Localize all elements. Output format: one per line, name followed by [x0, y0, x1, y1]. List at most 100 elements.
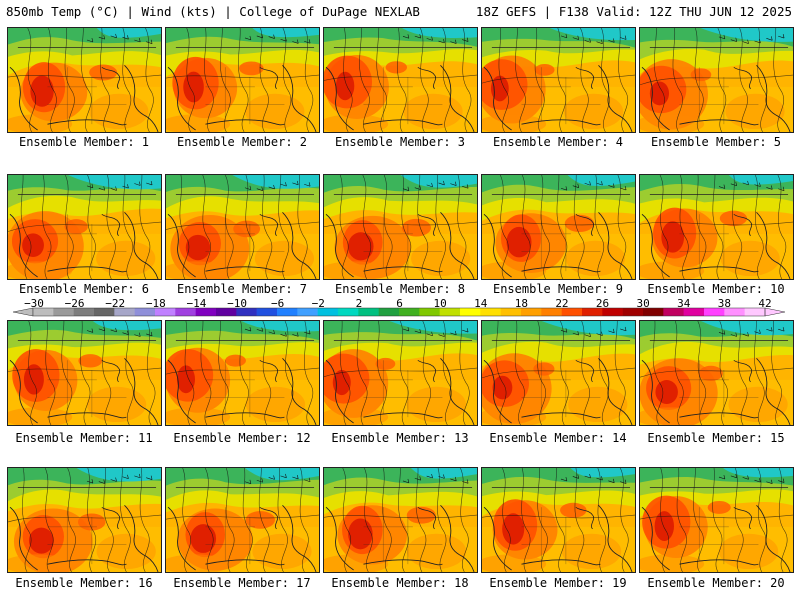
ensemble-map-panel [165, 27, 320, 133]
ensemble-member-label: Ensemble Member: 9 [492, 282, 624, 296]
temperature-map [166, 321, 319, 425]
ensemble-map-panel [165, 174, 320, 280]
colorbar-tick-label: −14 [186, 297, 207, 310]
colorbar-tick-label: 10 [433, 297, 447, 310]
header-run-info: 18Z GEFS | F138 Valid: 12Z THU JUN 12 20… [475, 4, 792, 19]
temperature-map [324, 175, 477, 279]
colorbar-tick-label: −22 [105, 297, 126, 310]
colorbar-segment [175, 308, 196, 316]
ensemble-map-panel [165, 320, 320, 426]
colorbar-tick-label: 2 [355, 297, 363, 310]
temperature-map [482, 468, 635, 572]
colorbar-segment [622, 308, 644, 316]
header-title: 850mb Temp (°C) | Wind (kts) | College o… [6, 4, 420, 19]
colorbar-segment [216, 308, 237, 316]
colorbar-segment [460, 308, 481, 316]
colorbar-segment [297, 308, 318, 316]
temperature-map [8, 175, 161, 279]
ensemble-map-panel [7, 27, 162, 133]
temperature-map [166, 28, 319, 132]
colorbar-segment [521, 308, 542, 316]
temperature-map [166, 468, 319, 572]
ensemble-member-label: Ensemble Member: 6 [18, 282, 150, 296]
colorbar-segment [256, 308, 278, 316]
temperature-map [482, 28, 635, 132]
ensemble-member-label: Ensemble Member: 8 [334, 282, 466, 296]
colorbar-segment [500, 308, 522, 316]
ensemble-map-panel [639, 27, 794, 133]
ensemble-member-label: Ensemble Member: 16 [15, 576, 153, 590]
ensemble-map-panel [481, 27, 636, 133]
colorbar-tick-label: 22 [555, 297, 569, 310]
temperature-map [640, 28, 793, 132]
colorbar-segment [155, 308, 176, 316]
colorbar-segment [399, 308, 420, 316]
colorbar-tick-label: 26 [595, 297, 610, 310]
ensemble-map-panel [639, 467, 794, 573]
colorbar-tick-label: −26 [64, 297, 85, 310]
temperature-map [8, 321, 161, 425]
colorbar-segment [480, 308, 501, 316]
colorbar-tick-label: 38 [717, 297, 731, 310]
colorbar-segment [643, 308, 664, 316]
colorbar-tick-label: 30 [636, 297, 650, 310]
temperature-map [482, 175, 635, 279]
colorbar-segment [419, 308, 440, 316]
temperature-map [640, 175, 793, 279]
colorbar-tick-label: −30 [24, 297, 44, 310]
colorbar-segment [317, 308, 339, 316]
ensemble-member-label: Ensemble Member: 2 [176, 135, 308, 149]
ensemble-member-label: Ensemble Member: 17 [173, 576, 311, 590]
ensemble-member-label: Ensemble Member: 7 [176, 282, 308, 296]
ensemble-member-label: Ensemble Member: 12 [173, 431, 311, 445]
colorbar-segment [195, 308, 217, 316]
ensemble-map-panel [481, 174, 636, 280]
colorbar-segment [663, 308, 684, 316]
colorbar-segment [582, 308, 603, 316]
ensemble-member-label: Ensemble Member: 5 [650, 135, 782, 149]
colorbar-segment [338, 308, 359, 316]
colorbar-tick-label: −2 [311, 297, 325, 310]
colorbar-tick-label: 14 [474, 297, 488, 310]
ensemble-member-label: Ensemble Member: 3 [334, 135, 466, 149]
temperature-map [8, 28, 161, 132]
ensemble-member-label: Ensemble Member: 4 [492, 135, 624, 149]
colorbar-segment [561, 308, 583, 316]
temperature-map [166, 175, 319, 279]
colorbar-tick-label: −10 [227, 297, 247, 310]
ensemble-map-panel [481, 320, 636, 426]
colorbar-segment [33, 308, 54, 316]
colorbar-segment [73, 308, 95, 316]
colorbar-segment [704, 308, 725, 316]
colorbar-tick-label: 42 [758, 297, 772, 310]
ensemble-member-label: Ensemble Member: 13 [331, 431, 469, 445]
ensemble-map-panel [323, 27, 478, 133]
colorbar-segment [602, 308, 623, 316]
temperature-map [482, 321, 635, 425]
ensemble-map-panel [7, 467, 162, 573]
ensemble-member-label: Ensemble Member: 1 [18, 135, 150, 149]
ensemble-map-panel [323, 467, 478, 573]
colorbar-segment [277, 308, 298, 316]
colorbar-tick-label: −6 [271, 297, 285, 310]
colorbar-segment [541, 308, 562, 316]
temperature-colorbar [12, 307, 786, 317]
ensemble-map-panel [7, 320, 162, 426]
ensemble-member-label: Ensemble Member: 15 [647, 431, 785, 445]
ensemble-map-panel [7, 174, 162, 280]
ensemble-map-panel [639, 320, 794, 426]
ensemble-member-label: Ensemble Member: 10 [647, 282, 785, 296]
colorbar-tick-label: 34 [677, 297, 691, 310]
ensemble-map-panel [323, 320, 478, 426]
ensemble-member-label: Ensemble Member: 19 [489, 576, 627, 590]
colorbar-segment [134, 308, 156, 316]
colorbar-segment [94, 308, 115, 316]
colorbar-segment [724, 308, 745, 316]
temperature-map [324, 28, 477, 132]
colorbar-segment [744, 308, 766, 316]
colorbar-segment [358, 308, 379, 316]
ensemble-member-label: Ensemble Member: 14 [489, 431, 627, 445]
ensemble-member-label: Ensemble Member: 11 [15, 431, 153, 445]
temperature-map [640, 468, 793, 572]
temperature-map [324, 321, 477, 425]
